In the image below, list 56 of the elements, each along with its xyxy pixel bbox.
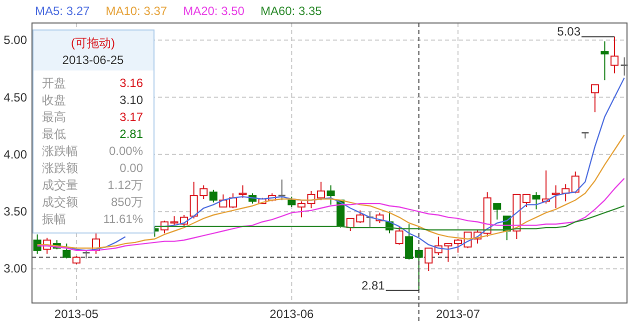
annotation: 成交额 xyxy=(42,195,78,209)
annotation: 收盘 xyxy=(42,93,66,107)
candlestick xyxy=(522,194,530,208)
text: MA5: 3.27 xyxy=(35,4,90,18)
candlestick xyxy=(238,184,247,198)
annotation: 3.17 xyxy=(120,110,144,124)
candlestick xyxy=(424,248,433,272)
candlestick xyxy=(620,56,629,76)
candlestick xyxy=(317,181,326,201)
annotation: 成交量 xyxy=(42,178,78,192)
candlestick xyxy=(405,224,414,260)
annotation: 3.10 xyxy=(120,93,144,107)
candlestick xyxy=(590,84,599,113)
annotation: 2.81 xyxy=(120,127,144,141)
text: MA20: 3.50 xyxy=(183,4,245,18)
annotation: 涨跌额 xyxy=(42,161,78,175)
candlestick xyxy=(532,192,540,210)
candlestick xyxy=(600,40,609,81)
y-tick-label: 4.50 xyxy=(4,90,28,104)
annotation: 3.16 xyxy=(120,76,144,90)
y-tick-label: 5.00 xyxy=(4,33,28,48)
x-tick-label: 2013-05 xyxy=(54,307,99,321)
candlestick xyxy=(219,194,228,208)
annotation: 最低 xyxy=(42,127,66,141)
annotation: 2013-06-25 xyxy=(62,53,124,67)
candlestick xyxy=(454,238,462,254)
annotation: 涨跌幅 xyxy=(42,144,78,158)
candlestick xyxy=(493,203,502,220)
annotation: 0.00% xyxy=(108,144,144,158)
x-tick-label: 2013-07 xyxy=(436,307,480,321)
candlestick xyxy=(209,189,218,203)
y-tick-label: 3.00 xyxy=(4,262,28,276)
candlestick xyxy=(278,179,286,201)
annotation: 1.12万 xyxy=(108,178,143,192)
annotation: 2.81 xyxy=(361,278,386,292)
candlestick xyxy=(395,226,404,246)
text: MA60: 3.35 xyxy=(260,4,322,18)
annotation: 11.61% xyxy=(103,212,144,226)
candlestick xyxy=(288,196,296,208)
annotation: 最高 xyxy=(42,110,66,124)
candlestick xyxy=(326,184,335,206)
candlestick xyxy=(571,171,580,194)
y-tick-label: 3.50 xyxy=(4,204,28,219)
candlestick xyxy=(610,36,619,74)
y-tick-label: 4.00 xyxy=(4,147,28,162)
annotation: 振幅 xyxy=(42,212,66,226)
candlestick xyxy=(33,234,42,254)
annotation: (可拖动) xyxy=(71,36,115,50)
annotation: 0.00 xyxy=(120,161,144,175)
candlestick xyxy=(228,192,237,209)
annotation: 开盘 xyxy=(42,76,66,90)
annotation: 5.03 xyxy=(557,24,581,39)
candlestick xyxy=(62,243,71,259)
annotation: 850万 xyxy=(110,195,143,209)
text: MA10: 3.37 xyxy=(106,4,168,18)
x-tick-label: 2013-06 xyxy=(270,307,314,321)
